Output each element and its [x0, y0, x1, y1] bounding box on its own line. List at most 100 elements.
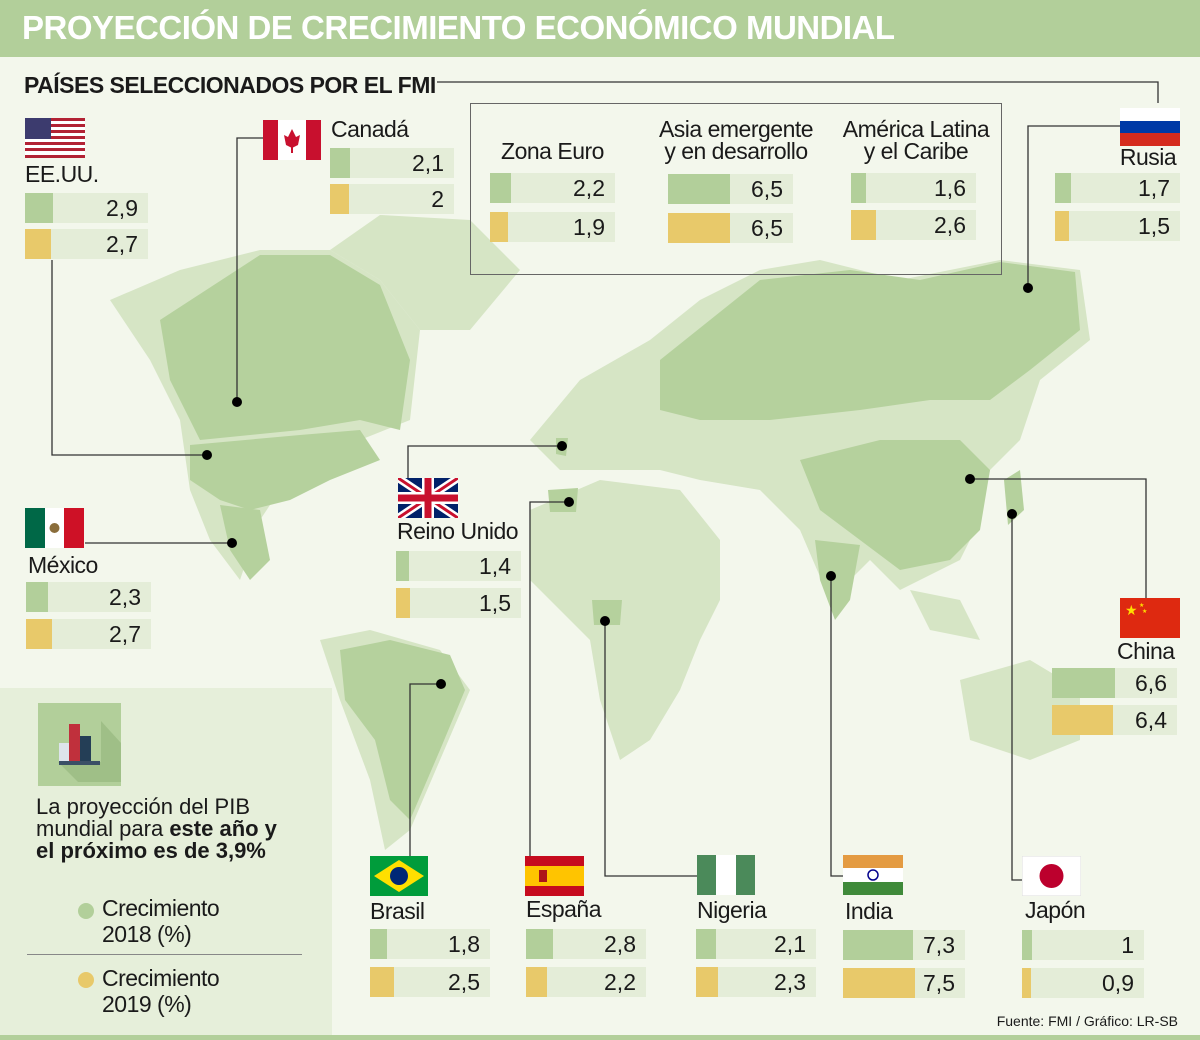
bar-value-2018: 6,6 — [1135, 670, 1167, 696]
bar-value-2019: 1,5 — [1138, 213, 1170, 239]
svg-text:★: ★ — [1125, 602, 1138, 618]
bar-fill-2019 — [25, 229, 51, 259]
country-label: India — [845, 900, 893, 923]
source-credit: Fuente: FMI / Gráfico: LR-SB — [996, 1013, 1178, 1029]
country-label-line: EE.UU. — [25, 161, 99, 187]
bar-2019: 2,7 — [26, 619, 151, 649]
bar-fill-2019 — [490, 212, 509, 242]
svg-text:★: ★ — [1142, 608, 1147, 615]
note-line: el próximo es de 3,9% — [36, 838, 266, 863]
bar-2019: 2,7 — [25, 229, 148, 259]
country-label: Zona Euro — [490, 140, 615, 163]
bar-value-2018: 1 — [1121, 932, 1134, 958]
bar-2019: 6,4 — [1052, 705, 1177, 735]
country-label-line: América Latina — [842, 116, 990, 142]
bar-value-2019: 2 — [431, 186, 444, 212]
brazil-flag-icon — [370, 856, 428, 896]
bar-value-2018: 2,1 — [412, 150, 444, 176]
bar-2018: 2,1 — [330, 148, 454, 178]
uk-flag-icon — [398, 478, 458, 518]
legend-text: Crecimiento — [102, 895, 220, 921]
legend-2018: Crecimiento 2018 (%) — [102, 895, 220, 947]
bar-2019: 2 — [330, 184, 454, 214]
highlighted-countries — [160, 255, 1080, 820]
bar-2019: 1,9 — [490, 212, 615, 242]
bar-fill-2018 — [25, 193, 53, 223]
note-bold: este año y — [169, 816, 277, 841]
bar-2018: 6,6 — [1052, 668, 1177, 698]
country-label: Reino Unido — [397, 518, 519, 544]
bar-fill-2018 — [668, 174, 731, 204]
gdp-note: La proyección del PIB mundial para este … — [36, 796, 326, 862]
bar-value-2018: 1,8 — [448, 931, 480, 957]
bar-value-2018: 2,3 — [109, 584, 141, 610]
country-label-line: Reino Unido — [397, 518, 519, 544]
bar-fill-2018 — [490, 173, 512, 203]
bar-2019: 2,2 — [526, 967, 646, 997]
bar-2018: 2,2 — [490, 173, 615, 203]
mexico-flag-icon — [25, 508, 84, 548]
bar-fill-2019 — [526, 967, 548, 997]
bar-fill-2018 — [1055, 173, 1072, 203]
note-text: mundial para — [36, 816, 170, 841]
legend-text: 2018 (%) — [102, 921, 192, 947]
bar-fill-2018 — [370, 929, 388, 959]
legend-divider — [27, 954, 302, 955]
country-label: Japón — [1025, 897, 1086, 923]
bar-fill-2019 — [1052, 705, 1114, 735]
bottom-bar — [0, 1035, 1200, 1040]
bar-fill-2019 — [843, 968, 915, 998]
bar-value-2018: 2,2 — [573, 175, 605, 201]
bar-2019: 1,5 — [1055, 211, 1180, 241]
svg-text:★: ★ — [1139, 602, 1144, 609]
bar-fill-2018 — [1052, 668, 1116, 698]
country-label-line: China — [1117, 638, 1175, 664]
bar-value-2019: 2,5 — [448, 969, 480, 995]
india-flag-icon — [843, 855, 903, 895]
country-label-line: y el Caribe — [863, 138, 969, 164]
bar-value-2019: 2,7 — [106, 231, 138, 257]
russia-flag-icon — [1120, 108, 1180, 146]
bar-2018: 2,1 — [696, 929, 816, 959]
country-label-line: Nigeria — [697, 897, 767, 923]
bar-value-2019: 2,2 — [604, 969, 636, 995]
bar-fill-2018 — [526, 929, 553, 959]
legend-dot-2018 — [78, 903, 94, 919]
bar-value-2019: 1,5 — [479, 590, 511, 616]
country-label: Nigeria — [697, 897, 767, 923]
regions-box — [470, 103, 1002, 275]
bar-value-2019: 0,9 — [1102, 970, 1134, 996]
country-label: México — [28, 554, 98, 577]
legend-dot-2019 — [78, 972, 94, 988]
bar-2019: 1,5 — [396, 588, 521, 618]
bar-value-2019: 2,3 — [774, 969, 806, 995]
country-label: Brasil — [370, 900, 425, 923]
bar-value-2019: 2,7 — [109, 621, 141, 647]
usa-flag-icon — [25, 118, 85, 158]
bar-value-2019: 6,5 — [751, 215, 783, 241]
page-title: PROYECCIÓN DE CRECIMIENTO ECONÓMICO MUND… — [22, 9, 895, 46]
bar-2018: 1 — [1022, 930, 1144, 960]
bar-2019: 2,3 — [696, 967, 816, 997]
legend-2019: Crecimiento 2019 (%) — [102, 965, 220, 1017]
bar-fill-2018 — [696, 929, 717, 959]
info-panel: La proyección del PIB mundial para este … — [0, 688, 332, 1035]
leader-lines — [51, 81, 1159, 881]
legend-text: Crecimiento — [102, 965, 220, 991]
bar-fill-2019 — [1055, 211, 1070, 241]
bar-2018: 7,3 — [843, 930, 965, 960]
bar-fill-2018 — [843, 930, 914, 960]
bar-value-2019: 6,4 — [1135, 707, 1167, 733]
country-label: Rusia — [1100, 146, 1196, 169]
japan-flag-icon — [1022, 856, 1081, 896]
bar-fill-2018 — [1022, 930, 1032, 960]
bar-2019: 0,9 — [1022, 968, 1144, 998]
bar-fill-2019 — [26, 619, 52, 649]
bar-value-2019: 1,9 — [573, 214, 605, 240]
country-label-line: Japón — [1025, 897, 1086, 923]
bar-value-2019: 7,5 — [923, 970, 955, 996]
bar-value-2019: 2,6 — [934, 212, 966, 238]
bar-value-2018: 6,5 — [751, 176, 783, 202]
subtitle: PAÍSES SELECCIONADOS POR EL FMI — [24, 72, 436, 98]
